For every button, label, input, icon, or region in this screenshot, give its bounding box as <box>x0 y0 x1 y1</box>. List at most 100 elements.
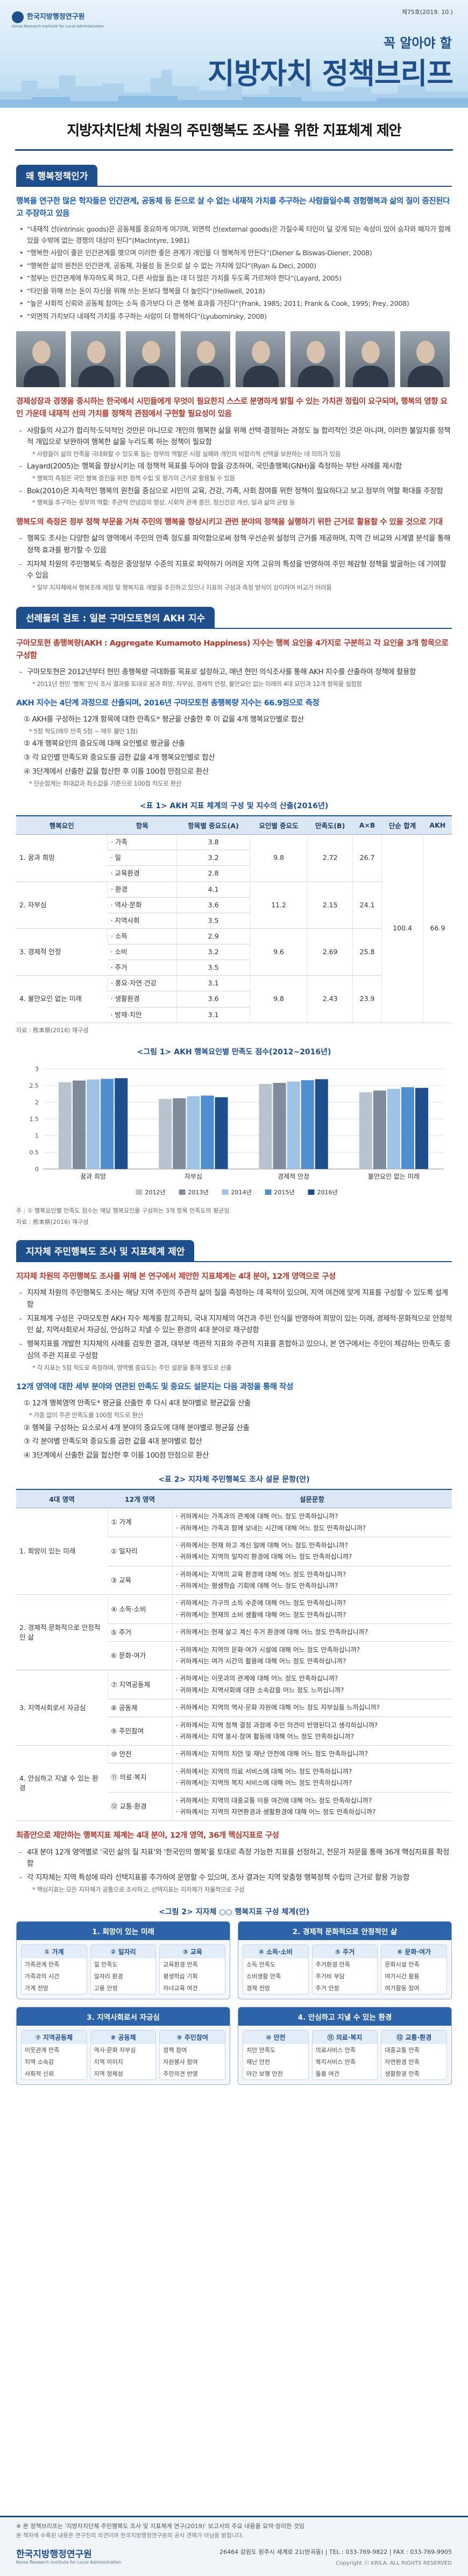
item-name: · 지역사회 <box>107 913 177 929</box>
portrait-head <box>416 341 435 364</box>
bar <box>259 1083 272 1169</box>
bar <box>173 1098 186 1169</box>
portrait <box>126 331 175 388</box>
simple-sum: 100.4 <box>381 834 423 1023</box>
lead-text: 경제성장과 경쟁을 중시하는 한국에서 시민들에게 무엇이 필요한지 스스로 분… <box>16 397 448 419</box>
list-item: 지자체 차원의 주민행복도 조사는 해당 지역 주민의 주관적 삶의 질을 측정… <box>19 1287 452 1311</box>
item-weight: 3.6 <box>176 991 250 1007</box>
indicator: 역사·문화 자부심 <box>94 2047 136 2054</box>
question-text: 귀하께서는 지역의 문화·여가 시설에 대해 어느 정도 만족하십니까? <box>180 1646 360 1654</box>
question-text: 귀하께서는 가구의 소득 수준에 대해 어느 정도 만족하십니까? <box>180 1599 346 1607</box>
table-row: · 지역사회 3.5 <box>16 913 452 929</box>
portrait-head <box>361 341 380 364</box>
table-row: 1. 희망이 있는 미래 ① 가계 · 귀하께서는 가족과의 관계에 대해 어느 정… <box>16 1508 452 1595</box>
list-item: ③ 각 요인별 만족도와 중요도를 곱한 값을 4개 행복요인별로 합산 <box>19 752 452 764</box>
lead-text: 최종안으로 제안하는 행복지표 체계는 4대 분야, 12개 영역, 36개 핵… <box>16 1831 279 1840</box>
legend-swatch <box>265 1189 272 1195</box>
item-note: * 5점 척도(매우 만족 5점 ~ 매우 불만 1점) <box>29 727 138 736</box>
item-name: · 생활환경 <box>107 991 177 1007</box>
bar <box>387 1088 400 1169</box>
list-item: ① AKH를 구성하는 12개 항목에 대한 만족도* 평균을 산출한 후 이 … <box>19 714 452 736</box>
legend-label: 2012년 <box>145 1189 166 1196</box>
chart: 0 0.5 1 1.5 2 2.5 3 꿈과 희망 자부심 경제적 안정 불안요인 없는 미래 201… <box>30 1066 444 1196</box>
area-name: ④ 소득·소비 <box>107 1594 172 1625</box>
area-box: ⑧ 공동체 역사·문화 자부심 지역 이미지 지역 정체성 <box>90 2030 157 2081</box>
question: · 귀하께서는 가족과 함께 보내는 시간에 대해 어느 정도 만족하십니까? <box>175 1524 366 1532</box>
portrait <box>290 331 340 388</box>
factor-name: 1. 꿈과 희망 <box>16 834 108 882</box>
factor-product: 24.1 <box>352 881 382 929</box>
area-name: ⑤ 주거 <box>108 1623 172 1642</box>
question: · 귀하께서는 지역의 교육 환경에 대해 어느 정도 만족하십니까? <box>175 1570 346 1578</box>
item-text: ① 12개 행복영역 만족도* 평균을 산출한 후 다시 4대 분야별로 평균값… <box>24 1399 251 1408</box>
item-note: * 행복을 추구하는 정부의 역할: 주관적 안녕감의 향상, 사회적 관계 증… <box>32 499 295 507</box>
questions: · 귀하께서는 현재 하고 계신 일에 대해 어느 정도 만족하십니까? · 귀하… <box>172 1537 452 1566</box>
indicator: 일 만족도 <box>94 1961 118 1969</box>
factor-product: 26.7 <box>352 834 382 882</box>
tagline: 꼭 알아야 할 <box>383 36 452 51</box>
list-item: ③ 각 분야별 만족도와 중요도를 곱한 값을 4대 분야별로 합산 <box>19 1436 452 1448</box>
area-title: ② 일자리 <box>90 1945 156 1959</box>
table-row: 3. 지역사회로서 자긍심 ⑦ 지역공동체 · 귀하께서는 이웃과의 관계에 대해 … <box>16 1670 452 1746</box>
portrait-head <box>87 341 105 364</box>
item-text: 구마모토현은 2012년부터 현민 총행복량 극대화를 목표로 설정하고, 매년… <box>27 667 416 676</box>
item-weight: 3.6 <box>176 897 250 913</box>
item-name: · 주거 <box>107 960 177 976</box>
footer-copyright: Copyright ⓒ KRILA. ALL RIGHTS RESERVED <box>336 2560 452 2566</box>
factor-name: 3. 경제적 안정 <box>16 928 108 976</box>
org-name-en: Korea Research Institute for Local Admin… <box>12 24 104 29</box>
portrait <box>236 331 285 388</box>
bar <box>301 1080 314 1169</box>
area-name: ⑥ 문화·여가 <box>108 1641 172 1671</box>
quote: “정부는 인간관계에 투자하도록 하고, 다른 사람을 돕는 데 더 많은 가치… <box>19 274 452 285</box>
area-title: ③ 교육 <box>160 1945 225 1959</box>
item-weight: 3.5 <box>176 913 250 929</box>
area-row: ④ 소득·소비 소득 만족도 소비생활 만족 경제 전망 ⑤ 주거 주거환경 만족 주거비 … <box>238 1940 451 1999</box>
factor-name: 2. 자부심 <box>16 881 108 929</box>
y-tick-label: 1.5 <box>30 1116 39 1123</box>
table-row: 4. 안심하고 지낼 수 있는 환경 ⑩ 안전 · 귀하께서는 지역의 치안 및 재… <box>16 1745 452 1822</box>
portrait-body <box>298 366 334 388</box>
factor-importance: 9.8 <box>249 834 308 882</box>
table-row: 1. 꿈과 희망 · 가족 3.8 9.8 2.72 26.7 100.4 66.9 <box>16 834 452 1023</box>
portrait-body <box>24 366 59 388</box>
area-box: ④ 소득·소비 소득 만족도 소비생활 만족 경제 전망 <box>243 1944 309 1995</box>
column-header: 행복요인 <box>16 815 108 835</box>
question: · 귀하께서는 가구의 소득 수준에 대해 어느 정도 만족하십니까? <box>175 1599 346 1607</box>
bar <box>58 1082 72 1169</box>
table-row: 4. 불안요인 없는 미래 · 풍요·자연 건강 3.1 9.8 2.43 23.9 <box>16 975 452 1023</box>
legend-swatch <box>222 1189 229 1195</box>
quote: “행복한 삶의 원천은 인간관계, 공동체, 자율성 등 돈으로 살 수 없는 … <box>19 261 452 272</box>
item-weight: 4.1 <box>176 881 250 898</box>
quote: “높은 사회적 신뢰와 공동체 참여는 소득 증가보다 더 큰 행복 효과를 가… <box>19 299 452 310</box>
y-tick-label: 0 <box>35 1166 39 1173</box>
question-text: 귀하께서는 지역의 복지 서비스에 대해 어느 정도 만족하십니까? <box>180 1779 352 1787</box>
bar <box>187 1096 200 1169</box>
area-box: ⑫ 교통·환경 대중교통 만족 자연환경 만족 생활환경 만족 <box>381 2030 448 2081</box>
quote: “행복한 사람이 좋은 인간관계를 맺으며 이러한 좋은 관계가 개인을 더 행… <box>19 248 452 260</box>
list-item: Bok(2010)은 지속적인 행복의 원천을 중심으로 시민의 교육, 건강,… <box>19 486 452 508</box>
indicator: 여가활동 참여 <box>385 1985 420 1992</box>
area-title: ④ 소득·소비 <box>243 1945 308 1959</box>
bar <box>315 1079 328 1169</box>
indicator: 사회적 신뢰 <box>25 2070 54 2078</box>
item-name: · 가족 <box>107 834 177 851</box>
area-box: ⑩ 안전 치안 만족도 재난 안전 야간 보행 안전 <box>243 2030 309 2081</box>
lead-text: 행복을 연구한 많은 학자들은 인간관계, 공동체 등 돈으로 살 수 없는 내… <box>16 197 450 219</box>
portrait-body <box>243 366 279 388</box>
factor-name: 4. 불안요인 없는 미래 <box>16 975 108 1023</box>
indicator: 주거 안정 <box>315 1985 339 1992</box>
domain-name: 4. 안심하고 지낼 수 있는 환경 <box>16 1745 108 1822</box>
list-item: 지자체 차원의 주민행복도 측정은 중앙정부 수준의 지표로 파악하기 어려운 … <box>19 559 452 593</box>
list-item: ② 4개 행복요인의 중요도에 대해 요인별로 평균을 산출 <box>19 738 452 750</box>
area-name: ⑩ 안전 <box>107 1745 172 1763</box>
indicator: 주거비 부담 <box>315 1973 345 1980</box>
area-title: ⑦ 지역공동체 <box>22 2031 87 2045</box>
bullet-list: 사람들의 사고가 합리적·도덕적인 것만은 아니므로 개인의 행복한 삶을 위해… <box>16 425 452 508</box>
footer-address: 26464 강원도 원주시 세계로 21(반곡동) | TEL : 033-76… <box>219 2549 452 2556</box>
indicator: 자연환경 만족 <box>385 2059 420 2066</box>
question-text: 귀하께서는 가족과의 관계에 대해 어느 정도 만족하십니까? <box>180 1513 338 1521</box>
table-row: · 생활환경 3.6 <box>16 991 452 1007</box>
